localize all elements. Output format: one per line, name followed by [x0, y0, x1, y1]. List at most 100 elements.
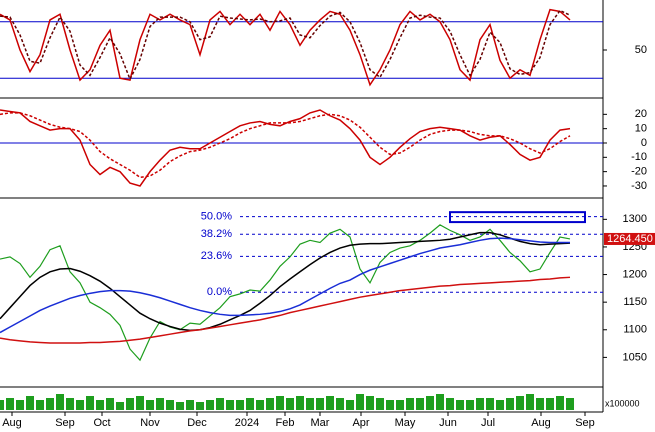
volume-bar: [26, 396, 34, 410]
volume-bar: [226, 400, 234, 410]
volume-bar: [476, 398, 484, 410]
volume-bar: [246, 398, 254, 410]
x-tick-label: Jun: [439, 417, 457, 429]
x-tick-label: Sep: [575, 417, 595, 429]
fib-label: 50.0%: [201, 210, 232, 222]
series-line: [0, 237, 570, 334]
volume-bar: [456, 400, 464, 410]
volume-bar: [36, 400, 44, 410]
volume-bar: [256, 400, 264, 410]
y-tick-label: -30: [631, 180, 647, 192]
x-tick-label: Dec: [187, 417, 207, 429]
volume-bar: [156, 398, 164, 410]
volume-bar: [196, 402, 204, 410]
volume-bar: [416, 398, 424, 410]
volume-bar: [336, 398, 344, 410]
y-tick-label: 1150: [623, 296, 647, 308]
volume-bar: [136, 396, 144, 410]
x-tick-label: Aug: [2, 417, 22, 429]
y-tick-label: 20: [635, 108, 647, 120]
series-line: [0, 231, 571, 332]
volume-bar: [536, 398, 544, 410]
volume-bar: [106, 398, 114, 410]
y-tick-label: 1200: [623, 268, 647, 280]
volume-bar: [466, 400, 474, 410]
unit-label: x100000: [605, 398, 640, 408]
volume-bar: [116, 402, 124, 410]
volume-bar: [366, 396, 374, 410]
volume-bar: [436, 394, 444, 410]
volume-bar: [266, 398, 274, 410]
y-tick-label: 50: [635, 44, 647, 56]
volume-bar: [286, 398, 294, 410]
y-tick-label: -20: [631, 166, 647, 178]
x-tick-label: Sep: [55, 417, 75, 429]
volume-bar: [0, 400, 4, 410]
series-line: [0, 8, 571, 87]
volume-bar: [326, 396, 334, 410]
x-tick-label: Feb: [276, 417, 295, 429]
volume-bar: [46, 398, 54, 410]
volume-bar: [56, 394, 64, 410]
volume-bar: [426, 396, 434, 410]
x-tick-label: Nov: [140, 417, 160, 429]
y-tick-label: 1100: [623, 324, 647, 336]
volume-bar: [296, 396, 304, 410]
volume-bar: [306, 398, 314, 410]
volume-bar: [206, 400, 214, 410]
x-tick-label: May: [395, 417, 416, 429]
volume-bar: [496, 400, 504, 410]
volume-bar: [66, 398, 74, 410]
series-line: [0, 9, 571, 81]
fib-label: 0.0%: [207, 286, 232, 298]
highlight-box: [449, 211, 586, 224]
x-tick-label: Aug: [531, 417, 551, 429]
series-line: [0, 109, 571, 187]
volume-bar: [86, 396, 94, 410]
volume-bar: [216, 398, 224, 410]
volume-bar: [566, 398, 574, 410]
volume-bar: [506, 398, 514, 410]
volume-bar: [396, 400, 404, 410]
volume-bar: [236, 400, 244, 410]
volume-bar: [376, 398, 384, 410]
volume-bar: [556, 396, 564, 410]
volume-bar: [76, 400, 84, 410]
volume-bar: [516, 396, 524, 410]
volume-bar: [446, 398, 454, 410]
volume-bar: [6, 398, 14, 410]
x-tick-label: Jul: [481, 417, 495, 429]
volume-bar: [386, 400, 394, 410]
volume-bar: [186, 400, 194, 410]
volume-bar: [276, 396, 284, 410]
volume-bar: [486, 398, 494, 410]
volume-bar: [16, 400, 24, 410]
price-tag: [604, 232, 655, 245]
x-tick-label: Mar: [311, 417, 330, 429]
y-tick-label: -10: [631, 151, 647, 163]
volume-bar: [96, 400, 104, 410]
series-line: [0, 276, 571, 344]
volume-bar: [356, 394, 364, 410]
y-tick-label: 1050: [623, 351, 647, 363]
volume-bar: [316, 398, 324, 410]
y-tick-label: 0: [641, 137, 647, 149]
volume-bar: [176, 402, 184, 410]
volume-bar: [406, 398, 414, 410]
fib-label: 38.2%: [201, 228, 232, 240]
volume-bar: [126, 398, 134, 410]
y-tick-label: 10: [635, 123, 647, 135]
volume-bar: [346, 400, 354, 410]
series-line: [0, 112, 571, 179]
series-line: [0, 224, 571, 362]
volume-bar: [526, 394, 534, 410]
volume-bar: [166, 400, 174, 410]
price-tag-label: 1264.450: [607, 233, 653, 245]
fib-label: 23.6%: [201, 250, 232, 262]
y-tick-label: 1300: [623, 213, 647, 225]
x-tick-label: Apr: [352, 417, 369, 429]
volume-bar: [546, 398, 554, 410]
x-tick-label: 2024: [235, 417, 259, 429]
volume-bar: [146, 400, 154, 410]
